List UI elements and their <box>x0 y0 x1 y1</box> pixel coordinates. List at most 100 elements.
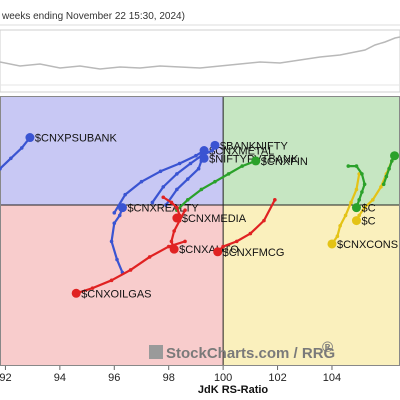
trail-segment <box>115 258 124 274</box>
trail-point <box>169 200 174 205</box>
watermark-text: StockCharts.com / RRG <box>166 345 335 362</box>
series-trail: $CNXOILGAS <box>71 239 187 300</box>
trail-segment <box>162 172 178 188</box>
trail-point <box>362 205 367 210</box>
watermark: StockCharts.com / RRG ® <box>149 339 335 362</box>
trail-segment <box>159 162 181 173</box>
trail-point <box>128 268 133 272</box>
trail-point <box>112 211 117 215</box>
x-tick-label: 94 <box>54 372 66 384</box>
series-head-point <box>169 244 179 254</box>
trail-point <box>349 200 353 205</box>
series-head-point <box>25 133 35 143</box>
trail-point <box>379 185 383 189</box>
trail-point <box>164 203 168 207</box>
trail-point <box>175 172 179 176</box>
trail-point <box>185 198 190 202</box>
trail-point <box>158 169 163 174</box>
trail-point <box>169 239 174 244</box>
trail-point <box>343 213 348 218</box>
x-tick-label: 96 <box>108 372 120 384</box>
overview-line <box>0 36 400 70</box>
trail-point <box>226 172 231 176</box>
trail-segment <box>175 177 189 191</box>
trail-segment <box>167 240 187 248</box>
trail-point <box>161 195 166 200</box>
x-axis-ticks: 92 94 96 98 100 102 104 <box>0 366 341 384</box>
x-tick-label: 102 <box>268 372 286 384</box>
trail-point <box>387 166 391 171</box>
series-trail: $CNXFMCG <box>213 198 284 259</box>
series-trail: $CNXMETAL <box>112 146 274 215</box>
series-trail <box>381 151 400 187</box>
trail-segment <box>0 157 12 170</box>
stockcharts-logo-icon <box>149 345 163 359</box>
trail-segment <box>222 240 238 248</box>
trail-point <box>172 229 176 233</box>
trail-point <box>360 190 364 194</box>
series-label: $CNXCONS <box>337 239 398 251</box>
trail-point <box>150 200 155 205</box>
trail-point <box>273 198 277 202</box>
quadrant-improving <box>0 96 224 206</box>
trail-segment <box>175 198 189 212</box>
trail-segment <box>200 180 217 191</box>
trail-point <box>139 179 144 184</box>
trail-point <box>166 244 171 249</box>
trail-point <box>175 205 179 210</box>
trail-point <box>147 255 152 259</box>
trail-segment <box>349 188 358 204</box>
trail-point <box>183 239 187 244</box>
series-head-point <box>351 216 361 226</box>
quadrant-leading <box>223 96 400 206</box>
trail-point <box>109 278 114 283</box>
trail-segment <box>148 245 170 259</box>
trail-point <box>199 187 204 192</box>
x-tick-label: 92 <box>0 372 12 384</box>
x-tick-label: 100 <box>214 372 232 384</box>
trail-segment <box>110 222 116 243</box>
trail-point <box>183 208 187 213</box>
trail-segment <box>213 172 230 183</box>
trail-segment <box>339 214 347 227</box>
series-trail: $CNXMEDIA <box>161 195 247 225</box>
quadrant-lagging <box>0 205 224 366</box>
trail-segment <box>178 209 187 222</box>
trail-point <box>346 164 351 168</box>
trail-point <box>354 164 359 168</box>
trail-segment <box>151 185 165 204</box>
x-axis-label: JdK RS-Ratio <box>198 384 269 396</box>
series-label: $CNXMETAL <box>209 146 274 158</box>
series-label: $CNXFIN <box>261 156 308 168</box>
trail-segment <box>355 172 361 191</box>
series-head-point <box>71 288 81 298</box>
trail-point <box>161 185 166 189</box>
trail-point <box>210 148 215 153</box>
trail-segment <box>110 268 132 282</box>
series-head-point <box>327 239 337 249</box>
series-head-point <box>199 153 209 163</box>
trail-point <box>0 166 2 171</box>
trail-segment <box>91 279 113 290</box>
overview-strip <box>0 29 400 93</box>
trail-point <box>362 182 367 187</box>
trail-point <box>185 177 190 181</box>
trail-segment <box>124 180 143 196</box>
trail-segment <box>140 170 162 183</box>
trail-point <box>213 179 217 184</box>
trail-segment <box>189 154 203 165</box>
trail-segment <box>235 232 252 243</box>
trail-point <box>354 187 359 192</box>
trail-point <box>390 159 394 163</box>
series-head-point <box>351 203 361 213</box>
trail-point <box>19 146 24 150</box>
trail-point <box>175 187 179 192</box>
trail-point <box>112 221 117 226</box>
trail-point <box>221 244 225 249</box>
trail-point <box>384 174 389 179</box>
trail-segment <box>186 167 200 181</box>
series-label: $BANKNIFTY <box>220 140 289 152</box>
trail-point <box>9 156 13 161</box>
trail-segment <box>129 255 151 272</box>
